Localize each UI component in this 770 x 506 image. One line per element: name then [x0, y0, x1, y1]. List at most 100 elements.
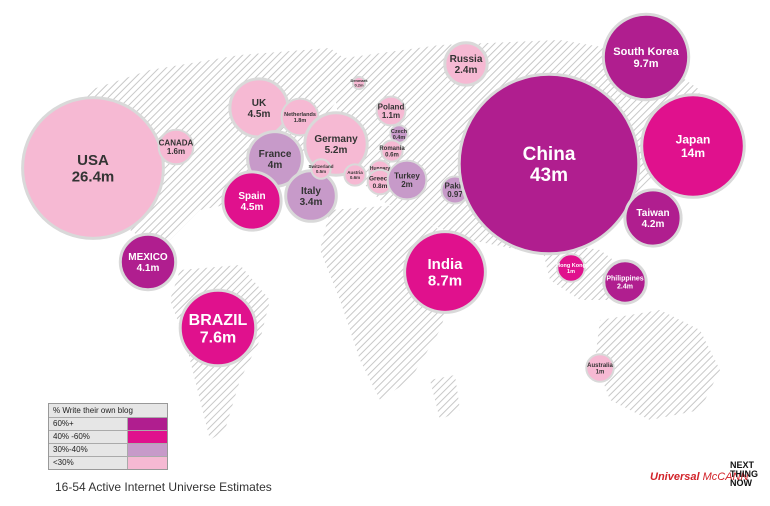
next-thing-now-logo: NEXT THING NOW — [730, 461, 760, 488]
bubble-circle — [386, 159, 428, 201]
bubble-value-label: 1m — [567, 269, 575, 275]
bubble-name-label: India — [427, 256, 463, 273]
bubble-value-label: 4.5m — [248, 109, 271, 120]
bubble-value-label: 14m — [681, 146, 705, 160]
bubble-name-label: Turkey — [394, 171, 420, 180]
bubble-name-label: Germany — [314, 134, 358, 145]
bubble-name-label: Hong Kong — [556, 263, 586, 269]
bubble-name-label: Japan — [676, 133, 711, 147]
legend-entry: 60%+ — [49, 418, 167, 431]
bubble-value-label: 7.6m — [200, 329, 236, 346]
logo-um-thin: McCANN — [699, 471, 749, 483]
bubble-name-label: USA — [77, 152, 109, 169]
bubble-value-label: 1.6m — [167, 147, 185, 156]
bubble-uk: UK4.5m — [228, 77, 290, 139]
bubble-value-label: 5.2m — [325, 145, 348, 156]
bubble-value-label: 8.7m — [428, 273, 462, 290]
bubble-name-label: Pakis — [445, 181, 466, 190]
bubble-value-label: 4m — [268, 160, 283, 171]
legend-swatch — [128, 444, 167, 456]
bubble-name-label: CANADA — [159, 138, 194, 147]
legend-entry: <30% — [49, 457, 167, 469]
legend-entry: 40% -60% — [49, 431, 167, 444]
bubble-value-label: 0.4m — [393, 135, 406, 141]
bubble-circle — [403, 230, 487, 314]
bubble-name-label: MEXICO — [128, 252, 168, 263]
bubble-name-label: France — [259, 149, 292, 160]
bubble-name-label: China — [523, 144, 576, 165]
bubble-value-label: 26.4m — [72, 169, 115, 186]
bubble-circle — [623, 188, 683, 248]
bubble-name-label: BRAZIL — [189, 312, 248, 329]
bubble-name-label: Netherlands — [284, 112, 316, 118]
logo-ntn-line: THING — [730, 469, 758, 479]
bubble-name-label: Russia — [450, 54, 483, 65]
bubble-name-label: Denmark — [350, 78, 368, 83]
bubble-name-label: Greece — [369, 176, 391, 183]
bubble-name-label: Czech — [391, 129, 408, 135]
legend-swatch — [128, 457, 167, 469]
bubble-circle — [343, 163, 367, 187]
bubble-name-label: Philippines — [606, 276, 643, 283]
bubble-circle — [556, 253, 586, 283]
bubble-circle — [118, 232, 178, 292]
bubble-circle — [380, 139, 404, 163]
bubble-name-label: Taiwan — [636, 208, 669, 219]
bubble-circle — [21, 96, 165, 240]
logo-ntn-line: NEXT — [730, 460, 755, 470]
bubble-value-label: 2.4m — [455, 65, 478, 76]
bubble-circle — [375, 95, 407, 127]
bubble-name-label: South Korea — [613, 46, 679, 58]
logo-um-bold: Universal — [650, 471, 700, 483]
bubble-circle — [585, 353, 615, 383]
bubble-value-label: 1.1m — [382, 111, 400, 120]
chart-caption: 16-54 Active Internet Universe Estimates — [55, 480, 272, 494]
bubble-value-label: 4.5m — [241, 202, 264, 213]
bubble-name-label: Italy — [301, 186, 321, 197]
bubble-value-label: 0.6m — [350, 175, 360, 180]
bubble-value-label: 2m — [401, 180, 413, 189]
bubble-name-label: Australia — [587, 363, 613, 369]
bubble-value-label: 9.7m — [633, 58, 658, 70]
bubble-value-label: 0.6m — [385, 152, 399, 158]
bubble-circle — [310, 158, 332, 180]
legend-title: % Write their own blog — [49, 404, 167, 418]
bubble-value-label: 3.4m — [300, 197, 323, 208]
bubble-circle — [221, 170, 283, 232]
legend-swatch — [128, 418, 167, 430]
bubble-name-label: UK — [252, 98, 267, 109]
logo-ntn-line: NOW — [730, 478, 752, 488]
bubble-circle — [351, 75, 367, 91]
legend-entry-label: <30% — [49, 457, 128, 469]
bubble-circle — [443, 41, 489, 87]
bubble-value-label: 0.97 — [447, 190, 463, 199]
bubble-name-label: Poland — [378, 102, 405, 111]
bubble-name-label: Switzerland — [308, 164, 333, 169]
legend-entry: 30%-40% — [49, 444, 167, 457]
bubble-circle — [457, 72, 641, 256]
bubble-value-label: 1.8m — [294, 118, 307, 124]
bubble-circle — [640, 93, 746, 199]
universal-mccann-logo: Universal McCANN — [650, 471, 748, 483]
bubble-value-label: 0.5m — [316, 169, 326, 174]
bubble-value-label: 0.2m — [354, 83, 364, 88]
bubble-circle — [157, 128, 195, 166]
bubble-value-label: 4.1m — [137, 263, 160, 274]
